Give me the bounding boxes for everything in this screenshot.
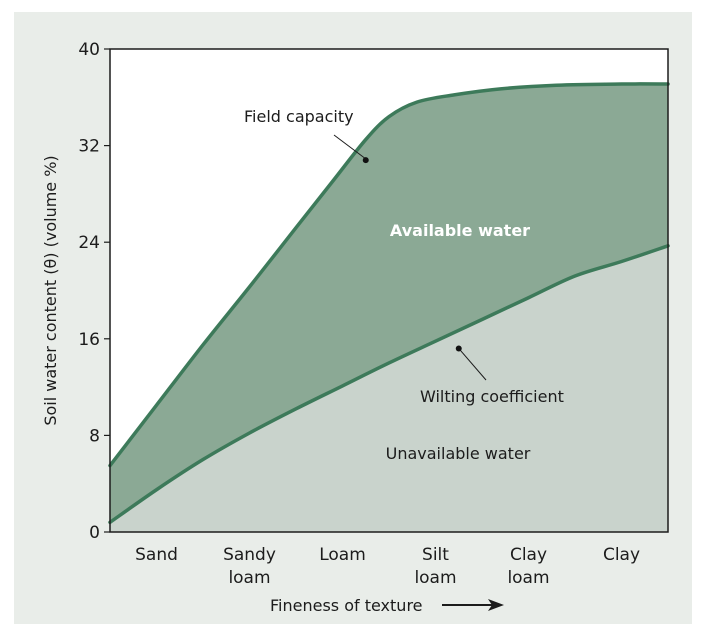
x-category-label: loam: [228, 568, 270, 588]
y-tick-label: 16: [78, 330, 100, 350]
x-category-label: Silt: [422, 545, 449, 565]
y-tick-label: 40: [78, 40, 100, 60]
figure-panel: 0 8 16 24 32 40 Sand Sandy loam Loam Silt loam Clay l…: [14, 12, 692, 624]
field-capacity-marker: [362, 157, 369, 164]
unavailable-water-region: [110, 245, 668, 532]
x-category-label: Clay: [510, 545, 547, 565]
x-category-label: Sand: [135, 545, 178, 565]
unavailable-water-label: Unavailable water: [386, 444, 531, 463]
y-tick-label: 24: [78, 233, 100, 253]
plot-frame: [109, 48, 669, 533]
x-category-label: Loam: [319, 545, 366, 565]
field-capacity-line: [108, 82, 670, 468]
x-axis-arrow-head: [488, 599, 504, 611]
wilting-coefficient-leader: [458, 348, 487, 381]
y-tick-label: 32: [78, 137, 100, 157]
wilting-coefficient-label: Wilting coefficient: [420, 387, 564, 406]
wilting-coefficient-marker: [455, 345, 462, 352]
x-category-label: loam: [414, 568, 456, 588]
y-tick-label: 0: [89, 523, 100, 543]
field-capacity-label: Field capacity: [244, 107, 354, 126]
x-category-label: loam: [507, 568, 549, 588]
x-category-label: Clay: [603, 545, 640, 565]
y-axis-title: Soil water content (θ) (volume %): [41, 155, 60, 425]
wilting-coefficient-line: [108, 244, 670, 525]
x-axis-title: Fineness of texture: [270, 596, 423, 615]
available-water-label: Available water: [390, 221, 530, 240]
field-capacity-leader: [333, 134, 366, 159]
x-category-label: Sandy: [223, 545, 276, 565]
chart: 0 8 16 24 32 40 Sand Sandy loam Loam Silt loam Clay l…: [41, 40, 670, 615]
available-water-region: [110, 83, 668, 523]
y-tick-label: 8: [89, 426, 100, 446]
